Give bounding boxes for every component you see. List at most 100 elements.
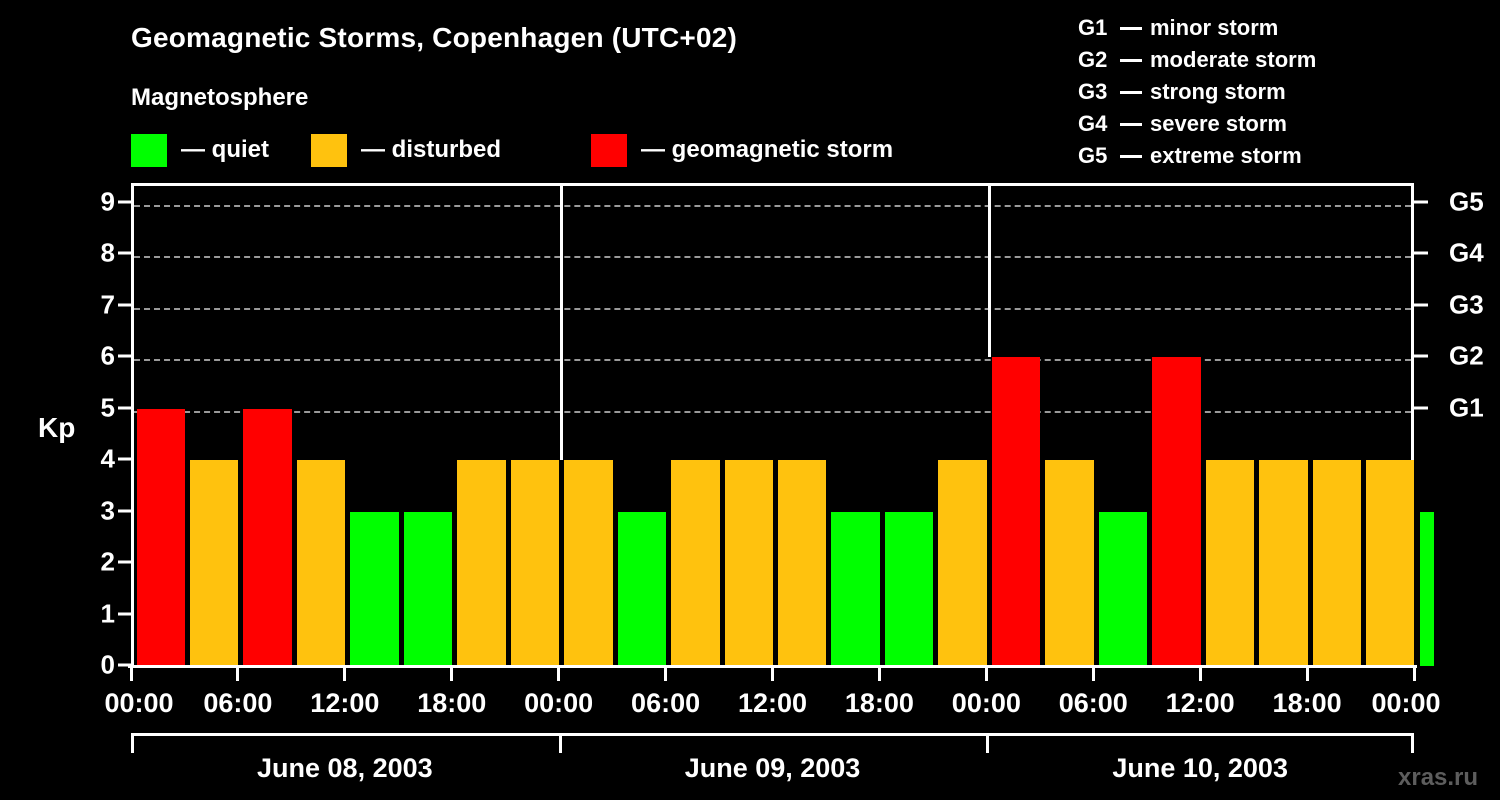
x-tick-label: 06:00 <box>203 688 273 718</box>
gridline <box>134 256 1411 259</box>
bar <box>1259 460 1308 666</box>
x-tick-label: 18:00 <box>417 688 487 718</box>
y-tick-mark <box>118 251 131 255</box>
legend-item: — disturbed <box>311 133 502 167</box>
g-tick-label: G2 <box>1449 340 1484 371</box>
x-tick-label: 06:00 <box>631 688 701 718</box>
x-tick-mark <box>343 666 347 681</box>
em-dash-icon <box>1120 154 1142 158</box>
bar <box>1045 460 1094 666</box>
x-tick-label: 00:00 <box>524 688 594 718</box>
date-label: June 10, 2003 <box>1112 753 1288 783</box>
legend-item: — quiet <box>131 133 269 167</box>
y-tick-label: 8 <box>100 237 115 268</box>
x-tick-label: 18:00 <box>844 688 914 718</box>
g-tick-label: G4 <box>1449 237 1484 268</box>
gridline <box>134 307 1411 310</box>
bar <box>778 460 827 666</box>
magnetosphere-subtitle: Magnetosphere <box>131 84 309 111</box>
x-tick-label: 12:00 <box>1165 688 1235 718</box>
legend-label: — quiet <box>181 136 269 163</box>
g-scale-row: G2 moderate storm <box>1078 44 1316 76</box>
bar <box>564 460 613 666</box>
bar <box>1205 460 1255 666</box>
x-tick-mark <box>664 666 668 681</box>
x-tick-mark <box>1412 666 1416 681</box>
x-tick-mark <box>1091 666 1095 681</box>
g-tick-mark <box>1414 251 1428 255</box>
x-tick-mark <box>1305 666 1309 681</box>
y-tick-mark <box>118 509 131 513</box>
g-scale-row: G5 extreme storm <box>1078 140 1316 172</box>
x-tick-label: 12:00 <box>310 688 380 718</box>
x-tick-mark <box>557 666 561 681</box>
g-tick-mark <box>1414 406 1428 410</box>
legend-item: — geomagnetic storm <box>591 133 894 167</box>
legend-swatch <box>591 133 628 167</box>
bar <box>296 460 346 666</box>
g-tick-mark <box>1414 354 1428 358</box>
y-tick-mark <box>118 303 131 307</box>
g-scale-row: G1 minor storm <box>1078 12 1316 44</box>
y-tick-label: 1 <box>100 598 115 629</box>
y-tick-mark <box>118 457 131 461</box>
g-scale-code: G3 <box>1078 79 1108 104</box>
em-dash-icon <box>1120 90 1142 94</box>
plot-area <box>131 183 1434 666</box>
g-tick-label: G3 <box>1449 289 1484 320</box>
bar <box>671 460 720 666</box>
x-tick-mark <box>771 666 774 681</box>
y-tick-label: 3 <box>100 495 115 526</box>
legend-swatch <box>311 133 347 167</box>
legend-label: — geomagnetic storm <box>641 136 894 163</box>
bracket-tick <box>986 733 990 753</box>
x-tick-mark <box>877 666 881 681</box>
date-label: June 08, 2003 <box>257 753 433 783</box>
bar <box>1152 357 1201 666</box>
bracket-tick <box>1411 733 1414 753</box>
y-tick-mark <box>118 354 131 358</box>
x-tick-label: 00:00 <box>1371 688 1441 718</box>
bar <box>938 460 987 666</box>
x-tick-mark <box>984 666 988 681</box>
bar-series <box>134 183 1434 666</box>
y-tick-label: 7 <box>100 289 115 320</box>
bar <box>1366 460 1415 666</box>
day-separator <box>987 183 991 358</box>
bar <box>189 460 239 666</box>
em-dash-icon <box>1120 26 1142 30</box>
y-tick-label: 9 <box>100 186 115 217</box>
y-tick-mark <box>118 612 131 616</box>
g-scale-description: extreme storm <box>1150 143 1302 168</box>
g-tick-label: G5 <box>1449 186 1484 217</box>
y-tick-label: 4 <box>100 443 115 474</box>
g-scale-description: moderate storm <box>1150 47 1317 72</box>
x-tick-label: 18:00 <box>1272 688 1342 718</box>
x-tick-label: 00:00 <box>104 688 174 718</box>
g-scale-row: G4 severe storm <box>1078 108 1316 140</box>
x-tick-mark <box>129 666 133 681</box>
y-tick-label: 2 <box>100 546 115 577</box>
x-tick-label: 00:00 <box>951 688 1021 718</box>
g-tick-mark <box>1414 303 1428 307</box>
g-scale-code: G1 <box>1078 15 1108 40</box>
y-tick-label: 0 <box>100 649 115 680</box>
y-tick-mark <box>118 560 131 564</box>
bar <box>243 408 292 666</box>
watermark: xras.ru <box>1398 764 1479 791</box>
x-tick-label: 12:00 <box>737 688 808 718</box>
em-dash-icon <box>1120 122 1142 126</box>
bracket-tick <box>131 733 134 753</box>
legend-label: — disturbed <box>361 136 502 163</box>
bracket-tick <box>558 733 562 753</box>
bar <box>403 511 453 666</box>
g-tick-mark <box>1414 200 1428 204</box>
g-tick-label: G1 <box>1449 392 1484 423</box>
y-tick-mark <box>118 406 131 410</box>
bar <box>136 408 185 666</box>
y-tick-label: 5 <box>100 392 115 423</box>
g-scale-code: G5 <box>1078 143 1108 168</box>
gridline <box>134 410 1411 413</box>
bar <box>724 460 773 666</box>
legend-swatch <box>131 133 167 167</box>
